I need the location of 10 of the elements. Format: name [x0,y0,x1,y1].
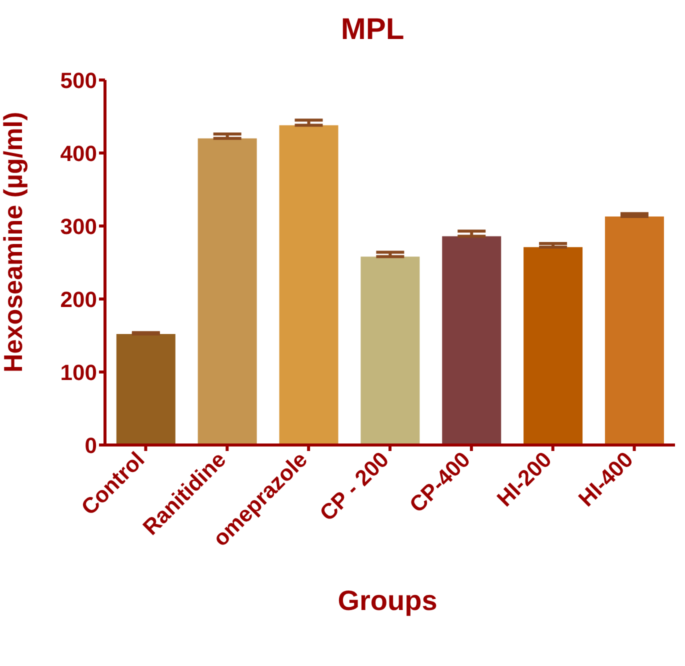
y-tick-label: 100 [60,360,97,385]
x-tick-label: CP - 200 [314,446,394,526]
y-tick-label: 200 [60,286,97,312]
x-axis-title: Groups [336,585,438,617]
chart-title: MPL [340,12,406,48]
y-axis-title: Hexoseamine (µg/ml) [0,112,28,372]
y-tick-label: 500 [60,68,97,93]
y-tick-label: 300 [60,214,97,239]
y-tick-label: 0 [84,432,97,458]
y-tick-label: 400 [60,140,97,166]
